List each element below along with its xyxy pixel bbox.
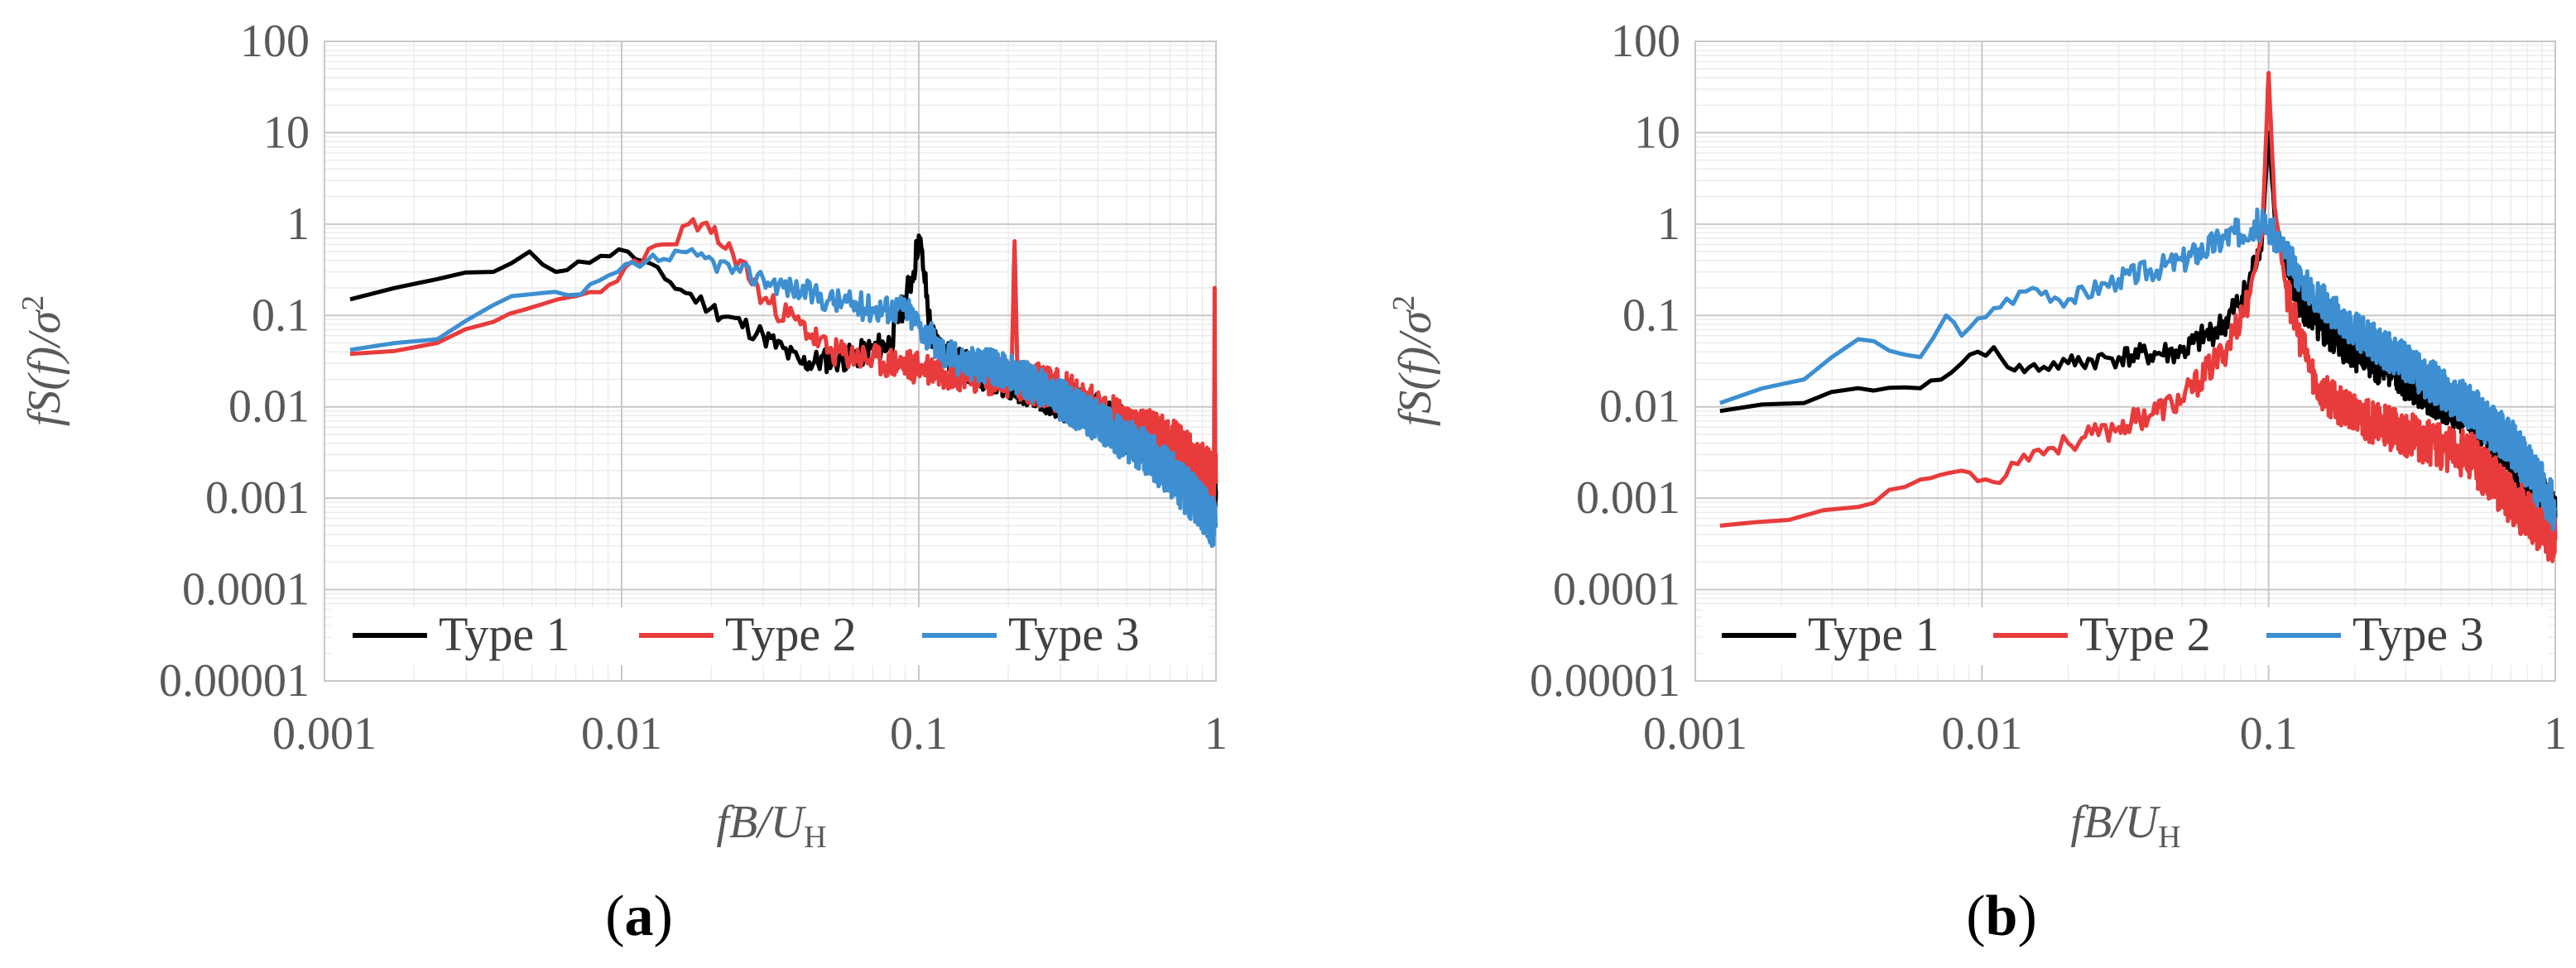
x-tick-label: 0.001 [1643,708,1747,760]
panel-letter-b: b [1986,884,2018,948]
legend-label: Type 3 [1008,607,1140,661]
x-tick-labels-a: 0.001 0.01 0.1 1 [272,708,1228,760]
y-axis-title-a: fS(f)/σ2 [16,295,70,427]
y-tick-label: 1 [286,199,310,250]
y-tick-label: 0.01 [1599,381,1680,433]
series-line-type-3 [1719,207,2558,532]
x-axis-title-main-a: fB/U [716,797,806,848]
x-tick-label: 0.001 [272,708,377,760]
y-tick-label: 0.00001 [159,655,310,707]
x-axis-title-main-b: fB/U [2070,797,2160,848]
legend-b: Type 1 Type 2 Type 3 [1702,607,2549,665]
y-tick-label: 0.00001 [1530,655,1680,707]
y-tick-label: 0.001 [1576,472,1680,524]
y-tick-labels-b: 100 10 1 0.1 0.01 0.001 0.0001 0.00001 [1530,16,1680,707]
legend-label: Type 2 [2079,607,2211,661]
x-axis-title-sub-a: H [804,820,826,855]
legend-a: Type 1 Type 2 Type 3 [331,607,1209,665]
x-axis-title-sub-b: H [2158,820,2180,855]
y-tick-label: 1 [1657,199,1680,250]
legend-label: Type 1 [439,607,570,661]
y-tick-label: 0.001 [205,472,310,524]
legend-label: Type 2 [725,607,857,661]
y-tick-label: 10 [1634,107,1680,158]
y-tick-label: 0.1 [1622,290,1680,341]
x-tick-label: 0.1 [890,708,948,760]
y-axis-title-main-b: fS(f)/σ [1390,309,1441,426]
y-tick-labels-a: 100 10 1 0.1 0.01 0.001 0.0001 0.00001 [159,16,310,707]
panel-letter-a: a [625,884,654,948]
x-axis-title-b: fB/UH [2070,797,2180,855]
x-tick-label: 0.01 [1941,708,2022,760]
series-line-type-3 [349,247,1218,549]
x-tick-label: 1 [1204,708,1228,760]
legend-background [331,607,1209,665]
legend-label: Type 3 [2353,607,2484,661]
y-axis-title-b: fS(f)/σ2 [1387,295,1441,427]
y-tick-label: 100 [1611,16,1680,67]
y-axis-title-sup-a: 2 [16,295,50,311]
y-axis-title-sup-b: 2 [1387,295,1421,311]
legend-background [1702,607,2549,665]
y-tick-label: 0.1 [252,290,310,341]
y-tick-label: 0.01 [228,381,310,433]
legend-label: Type 1 [1808,607,1939,661]
y-tick-label: 10 [263,107,310,158]
x-tick-labels-b: 0.001 0.01 0.1 1 [1643,708,2567,760]
panel-label-b: (b) [1966,884,2037,948]
y-tick-label: 0.0001 [1553,564,1680,616]
x-axis-title-a: fB/UH [716,797,826,855]
x-tick-label: 0.1 [2240,708,2298,760]
y-axis-title-main-a: fS(f)/σ [19,309,70,426]
panel-label-a: (a) [605,884,673,948]
plot-area-a [324,41,1217,682]
x-tick-label: 0.01 [581,708,662,760]
y-tick-label: 0.0001 [182,564,310,616]
grid-a [324,41,1217,682]
series-group-a [349,217,1218,549]
y-tick-label: 100 [240,16,310,67]
x-tick-label: 1 [2544,708,2567,760]
series-group-b [1719,70,2558,563]
